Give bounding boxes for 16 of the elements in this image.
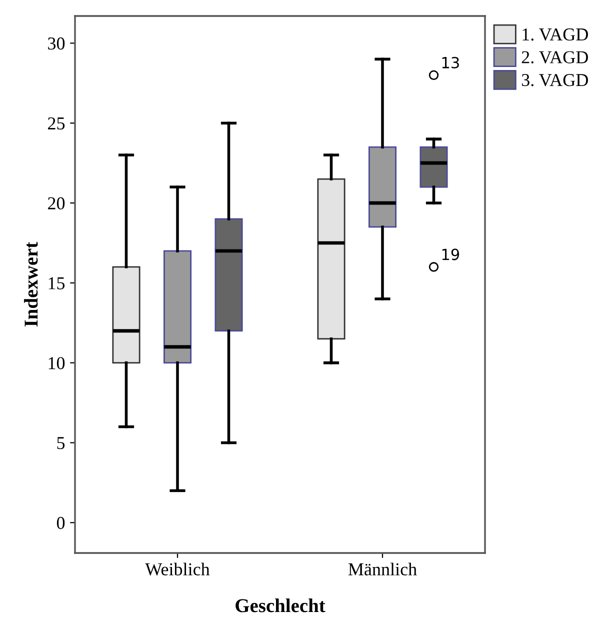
y-tick-label: 15	[48, 277, 65, 290]
annotation: 13	[442, 56, 459, 68]
x-axis-title: Geschlecht	[236, 598, 326, 612]
x-tick-label: Männlich	[348, 562, 417, 576]
legend-label: 3. VAGD	[522, 74, 588, 86]
annotation: 19	[442, 248, 460, 260]
y-tick-label: 5	[57, 437, 65, 450]
y-tick-label: 10	[48, 357, 65, 370]
legend-label: 1. VAGD	[522, 28, 588, 41]
y-tick-label: 25	[48, 117, 65, 130]
y-tick-label: 0	[56, 516, 65, 530]
legend-label: 2. VAGD	[522, 51, 588, 64]
y-axis-title: Indexwert	[24, 242, 38, 327]
y-tick-label: 30	[48, 37, 65, 50]
y-tick-label: 20	[48, 197, 65, 210]
x-tick-label: Weiblich	[145, 562, 210, 576]
